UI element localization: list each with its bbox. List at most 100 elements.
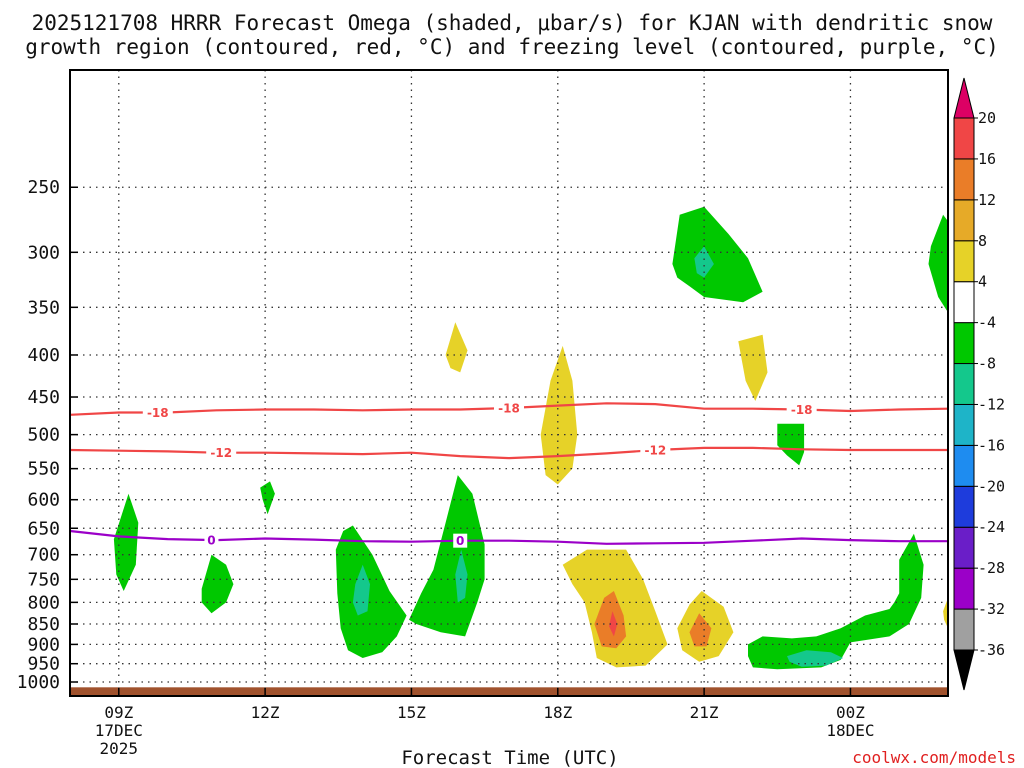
surface-terrain bbox=[70, 687, 948, 696]
colorbar-label-6: -8 bbox=[978, 355, 996, 373]
y-tick-label-900: 900 bbox=[27, 634, 60, 655]
colorbar-segment-8 bbox=[953, 281, 975, 324]
source-credit[interactable]: coolwx.com/models bbox=[852, 748, 1016, 767]
colorbar-label-12: -32 bbox=[978, 600, 1005, 618]
omega-area-10 bbox=[594, 591, 627, 649]
colorbar-label-9: -20 bbox=[978, 477, 1005, 495]
y-tick-label-300: 300 bbox=[27, 242, 60, 263]
colorbar-segment-12 bbox=[953, 117, 975, 160]
isotherm-label-bg--18-1 bbox=[494, 400, 524, 415]
x-tick-year-09Z: 2025 bbox=[100, 739, 139, 758]
omega-area-18 bbox=[748, 533, 924, 670]
y-tick-label-500: 500 bbox=[27, 425, 60, 446]
pressure-axis: 2503003504004505005506006507007508008509… bbox=[17, 177, 78, 693]
colorbar-label-11: -28 bbox=[978, 559, 1005, 577]
y-tick-label-400: 400 bbox=[27, 345, 60, 366]
omega-area-8 bbox=[540, 345, 578, 485]
x-tick-date-00Z: 18DEC bbox=[826, 721, 874, 740]
x-tick-label-12Z: 12Z bbox=[251, 703, 280, 722]
omega-area-7 bbox=[445, 322, 468, 373]
y-tick-label-750: 750 bbox=[27, 569, 60, 590]
colorbar-segment-11 bbox=[953, 158, 975, 201]
y-tick-label-250: 250 bbox=[27, 177, 60, 198]
omega-area-3 bbox=[335, 525, 407, 658]
y-tick-label-800: 800 bbox=[27, 592, 60, 613]
x-tick-label-18Z: 18Z bbox=[543, 703, 572, 722]
x-tick-date-09Z: 17DEC bbox=[95, 721, 143, 740]
x-tick-label-21Z: 21Z bbox=[690, 703, 719, 722]
isotherm-label-bg--12-1 bbox=[640, 442, 671, 457]
colorbar-segment-2 bbox=[953, 526, 975, 569]
y-tick-label-650: 650 bbox=[27, 518, 60, 539]
colorbar-segment-6 bbox=[953, 363, 975, 405]
omega-area-0 bbox=[113, 493, 139, 591]
colorbar-segment-10 bbox=[953, 199, 975, 242]
colorbar-label-3: 8 bbox=[978, 232, 987, 250]
isotherm-label--18-2: -18 bbox=[791, 403, 813, 417]
colorbar-segment-1 bbox=[953, 567, 975, 610]
x-axis-label: Forecast Time (UTC) bbox=[401, 747, 618, 768]
omega-area-2 bbox=[260, 481, 275, 515]
isotherm-line--12 bbox=[69, 446, 948, 460]
isotherm-label-bg-0-1 bbox=[453, 533, 468, 548]
colorbar-label-5: -4 bbox=[978, 314, 996, 332]
omega-area-6 bbox=[455, 549, 468, 603]
omega-colorbar: 20 16 12 8 4 -4 -8 -12 -16 -20 -24 -28 -32 -36 bbox=[953, 77, 1005, 691]
colorbar-label-10: -24 bbox=[978, 518, 1005, 536]
omega-area-15 bbox=[672, 206, 763, 303]
colorbar-label-8: -16 bbox=[978, 436, 1005, 454]
colorbar-segment-5 bbox=[953, 403, 975, 446]
y-tick-label-1000: 1000 bbox=[17, 672, 60, 693]
isotherm-label-bg--18-2 bbox=[786, 402, 817, 417]
omega-area-5 bbox=[409, 475, 485, 637]
isotherm-contours: -18 -18 -18 -12 -12 0 0 bbox=[69, 400, 949, 548]
y-tick-label-450: 450 bbox=[27, 387, 60, 408]
y-tick-label-950: 950 bbox=[27, 654, 60, 675]
y-tick-label-600: 600 bbox=[27, 490, 60, 511]
colorbar-label-13: -36 bbox=[978, 641, 1005, 659]
x-tick-label-00Z: 00Z bbox=[836, 703, 865, 722]
isotherm-label-0-0: 0 bbox=[207, 534, 215, 548]
omega-shaded-areas bbox=[113, 206, 948, 670]
chart-title-line-1: 2025121708 HRRR Forecast Omega (shaded, … bbox=[32, 11, 993, 35]
colorbar-label-1: 16 bbox=[978, 150, 996, 168]
omega-area-21 bbox=[943, 597, 948, 629]
omega-area-11 bbox=[609, 611, 618, 637]
colorbar-arrow-high bbox=[953, 77, 975, 119]
colorbar-label-2: 12 bbox=[978, 191, 996, 209]
colorbar-segment-9 bbox=[953, 240, 975, 283]
isotherm-label-bg--18-0 bbox=[142, 405, 173, 420]
isotherm-label-0-1: 0 bbox=[456, 534, 464, 548]
omega-area-13 bbox=[689, 613, 712, 647]
omega-area-14 bbox=[738, 334, 768, 401]
omega-area-1 bbox=[201, 554, 234, 614]
isotherm-label--12-0: -12 bbox=[210, 446, 232, 460]
isotherm-label--18-0: -18 bbox=[147, 406, 169, 420]
isotherm-label-bg--12-0 bbox=[206, 445, 237, 460]
y-tick-label-700: 700 bbox=[27, 545, 60, 566]
x-tick-label-09Z: 09Z bbox=[104, 703, 133, 722]
colorbar-arrow-low bbox=[953, 649, 975, 691]
colorbar-segment-3 bbox=[953, 485, 975, 528]
colorbar-segment-4 bbox=[953, 444, 975, 487]
y-tick-label-550: 550 bbox=[27, 459, 60, 480]
isotherm-label--12-1: -12 bbox=[644, 443, 666, 457]
isotherm-label--18-1: -18 bbox=[498, 401, 520, 415]
colorbar-label-0: 20 bbox=[978, 109, 996, 127]
isotherm-label-bg-0-0 bbox=[204, 533, 219, 548]
y-tick-label-350: 350 bbox=[27, 297, 60, 318]
chart-title-line-2: growth region (contoured, red, °C) and f… bbox=[25, 35, 999, 59]
colorbar-label-4: 4 bbox=[978, 273, 987, 291]
plot-frame bbox=[69, 69, 949, 697]
colorbar-label-7: -12 bbox=[978, 395, 1005, 413]
y-tick-label-850: 850 bbox=[27, 614, 60, 635]
colorbar-segment-0 bbox=[953, 608, 975, 651]
omega-area-19 bbox=[787, 650, 844, 667]
omega-area-17 bbox=[777, 423, 805, 466]
omega-area-16 bbox=[694, 246, 714, 278]
isotherm-line-0 bbox=[69, 529, 948, 545]
colorbar-segment-7 bbox=[953, 322, 975, 365]
omega-area-20 bbox=[928, 214, 948, 313]
